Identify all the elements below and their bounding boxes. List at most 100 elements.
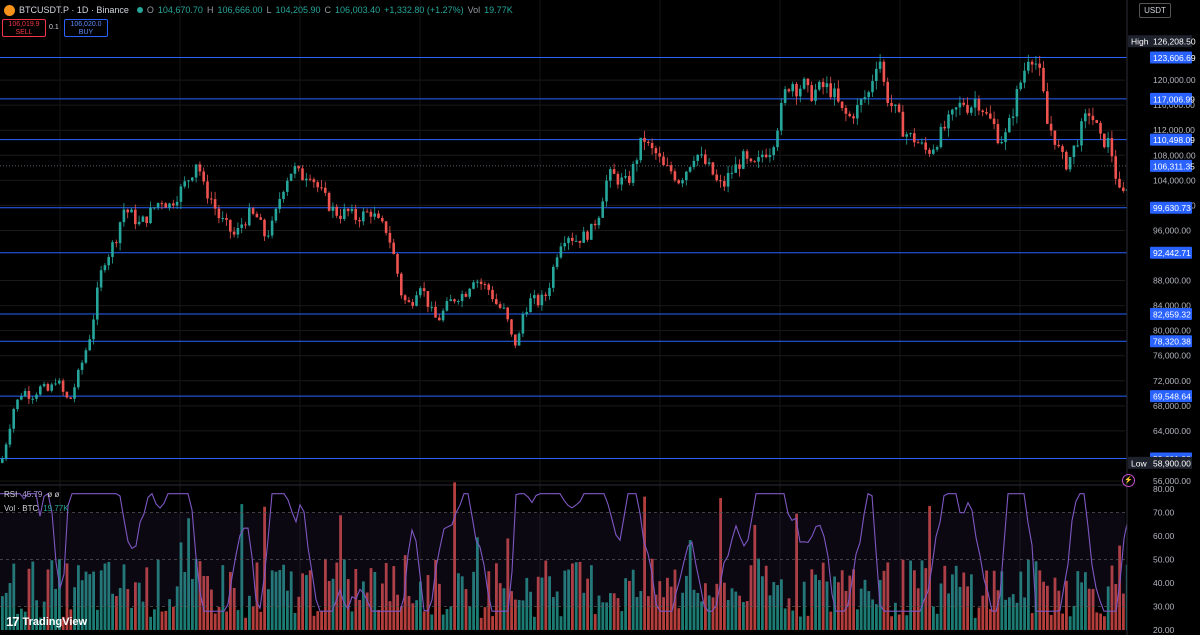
candle-body	[107, 256, 110, 266]
candle-body	[464, 293, 468, 297]
candle-body	[149, 207, 152, 224]
symbol-title[interactable]: BTCUSDT.P · 1D · Binance	[19, 5, 129, 15]
volume-bar	[270, 570, 274, 630]
volume-bar	[495, 563, 498, 630]
low-label: L	[266, 5, 272, 15]
volume-bar	[274, 571, 278, 630]
rsi-tick-label: 60.00	[1153, 531, 1175, 541]
volume-bar	[776, 585, 779, 630]
candle-body	[301, 168, 304, 181]
candle-body	[468, 288, 471, 297]
candle-body	[263, 219, 266, 237]
candle-body	[768, 155, 772, 158]
volume-bar	[297, 596, 301, 630]
candle-body	[650, 143, 654, 149]
candle-body	[825, 83, 829, 88]
candle-body	[723, 181, 726, 187]
candle-body	[1008, 118, 1011, 133]
volume-bar	[700, 601, 703, 630]
volume-bar	[977, 607, 981, 630]
volume-bar	[381, 583, 384, 630]
candle-body	[529, 298, 532, 313]
currency-selector[interactable]: USDT	[1139, 3, 1171, 18]
volume-bar	[286, 590, 289, 630]
candle-body	[989, 113, 992, 119]
candle-body	[935, 147, 939, 150]
volume-bar	[267, 589, 270, 630]
candle-body	[654, 148, 658, 154]
volume-bar	[240, 504, 244, 630]
volume-bar	[88, 574, 92, 630]
volume-bar	[764, 565, 768, 630]
low-value: 104,205.90	[275, 5, 321, 15]
candle-body	[601, 201, 604, 218]
volume-bar	[468, 606, 472, 630]
candle-body	[563, 243, 566, 247]
candle-body	[609, 169, 612, 181]
candle-body	[145, 216, 148, 224]
candle-body	[153, 207, 156, 209]
candle-body	[434, 306, 437, 318]
candle-body	[369, 211, 373, 217]
price-tick-label: 80,000.00	[1153, 326, 1191, 336]
volume-bar	[244, 617, 247, 630]
candle-body	[362, 211, 365, 222]
volume-bar	[514, 599, 517, 630]
volume-bar	[745, 601, 749, 630]
volume-bar	[837, 582, 840, 630]
candle-body	[1015, 89, 1019, 117]
tradingview-logo[interactable]: 17 TradingView	[6, 614, 87, 629]
volume-bar	[966, 586, 969, 630]
volume-bar	[597, 595, 601, 630]
volume-bar	[734, 591, 738, 630]
volume-bar	[1, 596, 4, 630]
candle-body	[692, 160, 696, 168]
candle-body	[605, 180, 608, 202]
candle-body	[863, 97, 867, 100]
volume-bar	[130, 607, 133, 630]
candle-body	[16, 399, 19, 410]
volume-legend[interactable]: Vol · BTC 19.77K	[4, 504, 69, 513]
volume-bar	[305, 575, 308, 630]
sell-button[interactable]: 106,019.9 SELL	[2, 19, 46, 37]
candle-body	[1084, 113, 1087, 122]
volume-bar	[69, 609, 73, 630]
volume-bar	[563, 570, 567, 630]
candle-body	[859, 99, 863, 105]
volume-bar	[715, 583, 719, 630]
volume-bar	[692, 589, 696, 630]
volume-bar	[711, 597, 715, 630]
vol-label: Vol	[467, 5, 481, 15]
volume-bar	[913, 570, 916, 630]
order-quantity[interactable]: 0.1	[49, 24, 59, 31]
volume-bar	[160, 611, 164, 630]
candle-body	[495, 299, 498, 305]
volume-bar	[141, 601, 145, 630]
candle-body	[996, 124, 1000, 144]
volume-bar	[46, 569, 50, 630]
candle-body	[928, 149, 931, 154]
lightning-icon[interactable]: ⚡	[1122, 474, 1135, 487]
volume-bar	[149, 616, 152, 630]
volume-bar	[483, 607, 487, 630]
volume-bar	[1008, 597, 1011, 630]
candle-body	[331, 206, 335, 211]
close-value: 106,003.40	[335, 5, 381, 15]
volume-bar	[848, 575, 852, 630]
volume-bar	[696, 592, 700, 630]
rsi-legend[interactable]: RSI 45.79 ø ø	[4, 490, 59, 499]
candle-body	[282, 191, 285, 200]
volume-bar	[958, 586, 962, 630]
candle-body	[206, 181, 209, 199]
candle-body	[392, 242, 395, 255]
buy-button[interactable]: 106,020.0 BUY	[64, 19, 108, 37]
volume-bar	[840, 570, 844, 630]
volume-bar	[970, 574, 973, 630]
volume-bar	[612, 593, 616, 630]
volume-bar	[282, 564, 285, 630]
volume-bar	[662, 597, 665, 630]
volume-bar	[928, 506, 931, 630]
candle-body	[666, 165, 669, 167]
volume-bar	[54, 588, 57, 630]
